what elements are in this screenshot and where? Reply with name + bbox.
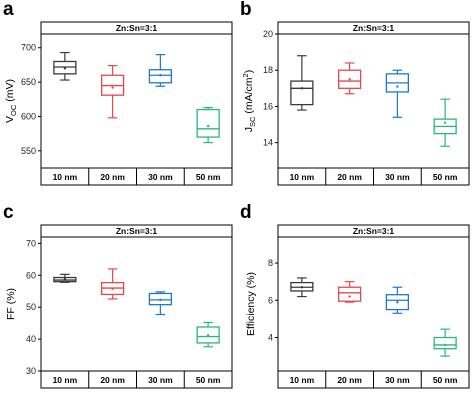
box-30-nm bbox=[385, 286, 410, 314]
panel-label: a bbox=[3, 0, 14, 20]
box-20-nm bbox=[100, 268, 125, 300]
box-mean-point bbox=[443, 121, 447, 124]
box-50-nm bbox=[196, 106, 220, 144]
y-axis-label: FF (%) bbox=[5, 288, 17, 320]
y-axis-label-superscript: 2 bbox=[241, 73, 250, 77]
box-10-nm bbox=[53, 273, 77, 283]
box-10-nm bbox=[53, 51, 77, 81]
box-20-nm bbox=[337, 62, 362, 95]
box-10-nm bbox=[290, 277, 314, 298]
y-axis-label-main: FF (%) bbox=[5, 288, 17, 320]
y-tick-label: 20 bbox=[263, 29, 273, 39]
y-axis-label-subscript: OC bbox=[9, 104, 18, 116]
y-tick-label: 50 bbox=[26, 302, 36, 312]
y-axis-label-unit: (mA/cm bbox=[243, 77, 255, 116]
y-tick-label: 60 bbox=[26, 270, 36, 280]
y-tick-label: 40 bbox=[26, 334, 36, 344]
category-label: 20 nm bbox=[100, 375, 125, 385]
plot-area bbox=[277, 236, 470, 372]
box-mean-point bbox=[300, 286, 304, 289]
category-label: 10 nm bbox=[53, 172, 78, 182]
y-tick-label: 30 bbox=[26, 366, 36, 376]
y-axis-label-end: ) bbox=[243, 70, 255, 74]
plot-area bbox=[40, 33, 233, 169]
box-iqr bbox=[337, 286, 362, 302]
category-label: 10 nm bbox=[290, 172, 315, 182]
box-30-nm bbox=[148, 291, 173, 316]
box-mean-point bbox=[300, 87, 304, 90]
strip-title: Zn:Sn=3:1 bbox=[353, 23, 395, 33]
category-label: 30 nm bbox=[148, 172, 173, 182]
box-30-nm bbox=[148, 54, 173, 87]
box-50-nm bbox=[433, 98, 457, 147]
strip-title: Zn:Sn=3:1 bbox=[116, 226, 158, 236]
plot-area bbox=[40, 236, 233, 372]
box-mean-point bbox=[111, 287, 114, 290]
category-label: 20 nm bbox=[100, 172, 125, 182]
box-iqr bbox=[196, 108, 220, 138]
y-axis-label-main: V bbox=[4, 116, 16, 123]
y-axis-label-unit: (mV) bbox=[4, 79, 16, 105]
box-mean-point bbox=[63, 67, 67, 70]
category-label: 20 nm bbox=[337, 375, 362, 385]
y-tick-label: 600 bbox=[21, 111, 36, 121]
box-30-nm bbox=[385, 69, 410, 118]
panel-label: c bbox=[3, 202, 14, 223]
category-label: 50 nm bbox=[196, 172, 221, 182]
category-label: 30 nm bbox=[385, 172, 410, 182]
y-tick-label: 8 bbox=[268, 258, 273, 268]
category-label: 50 nm bbox=[433, 172, 458, 182]
box-mean-point bbox=[348, 78, 351, 81]
panel-label: d bbox=[240, 202, 252, 223]
y-tick-label: 6 bbox=[268, 295, 273, 305]
category-label: 20 nm bbox=[337, 172, 362, 182]
y-tick-label: 650 bbox=[21, 77, 36, 87]
box-mean-point bbox=[206, 334, 210, 337]
box-mean-point bbox=[111, 86, 114, 89]
y-tick-label: 16 bbox=[263, 101, 273, 111]
box-50-nm bbox=[196, 321, 220, 348]
y-tick-label: 700 bbox=[21, 43, 36, 53]
box-mean-point bbox=[348, 295, 351, 298]
y-axis-label-main: Efficiency (%) bbox=[245, 272, 257, 336]
strip-title: Zn:Sn=3:1 bbox=[116, 23, 158, 33]
box-iqr bbox=[290, 80, 314, 106]
y-tick-label: 4 bbox=[268, 333, 273, 343]
y-axis-label-main: J bbox=[243, 127, 255, 132]
box-mean-point bbox=[443, 343, 447, 347]
y-axis-label: Efficiency (%) bbox=[245, 272, 257, 336]
category-label: 50 nm bbox=[196, 375, 221, 385]
category-label: 50 nm bbox=[433, 375, 458, 385]
box-mean-point bbox=[63, 277, 67, 281]
y-tick-label: 550 bbox=[21, 146, 36, 156]
box-mean-point bbox=[396, 300, 399, 304]
box-mean-point bbox=[206, 124, 210, 128]
box-20-nm bbox=[337, 281, 362, 303]
category-label: 30 nm bbox=[148, 375, 173, 385]
panel-a: a Zn:Sn=3:1 10 nm 20 nm 30 nm 50 nm 550 600 650 7… bbox=[3, 0, 233, 186]
box-iqr bbox=[433, 336, 457, 350]
y-axis-label: VOC (mV) bbox=[4, 79, 18, 123]
category-label: 30 nm bbox=[385, 375, 410, 385]
box-mean-point bbox=[159, 298, 162, 302]
y-tick-label: 70 bbox=[26, 238, 36, 248]
y-axis-label-subscript: SC bbox=[248, 116, 257, 127]
panel-d: d Zn:Sn=3:1 10 nm 20 nm 30 nm 50 nm 4 6 8 Efficie… bbox=[240, 202, 470, 389]
y-axis-label: JSC (mA/cm2) bbox=[241, 70, 257, 132]
category-label: 10 nm bbox=[290, 375, 315, 385]
category-label: 10 nm bbox=[53, 375, 78, 385]
panel-c: c Zn:Sn=3:1 10 nm 20 nm 30 nm 50 nm 30 40 50 60 70… bbox=[3, 202, 233, 389]
box-mean-point bbox=[396, 85, 399, 88]
strip-title: Zn:Sn=3:1 bbox=[353, 226, 395, 236]
y-tick-label: 14 bbox=[263, 138, 273, 148]
box-20-nm bbox=[100, 65, 125, 119]
box-10-nm bbox=[290, 55, 314, 111]
box-mean-point bbox=[159, 74, 162, 77]
panel-b: b Zn:Sn=3:1 10 nm 20 nm 30 nm 50 nm 14 16 18 20 JS… bbox=[240, 0, 470, 186]
y-tick-label: 18 bbox=[263, 65, 273, 75]
box-50-nm bbox=[433, 328, 457, 357]
panel-label: b bbox=[240, 0, 252, 20]
